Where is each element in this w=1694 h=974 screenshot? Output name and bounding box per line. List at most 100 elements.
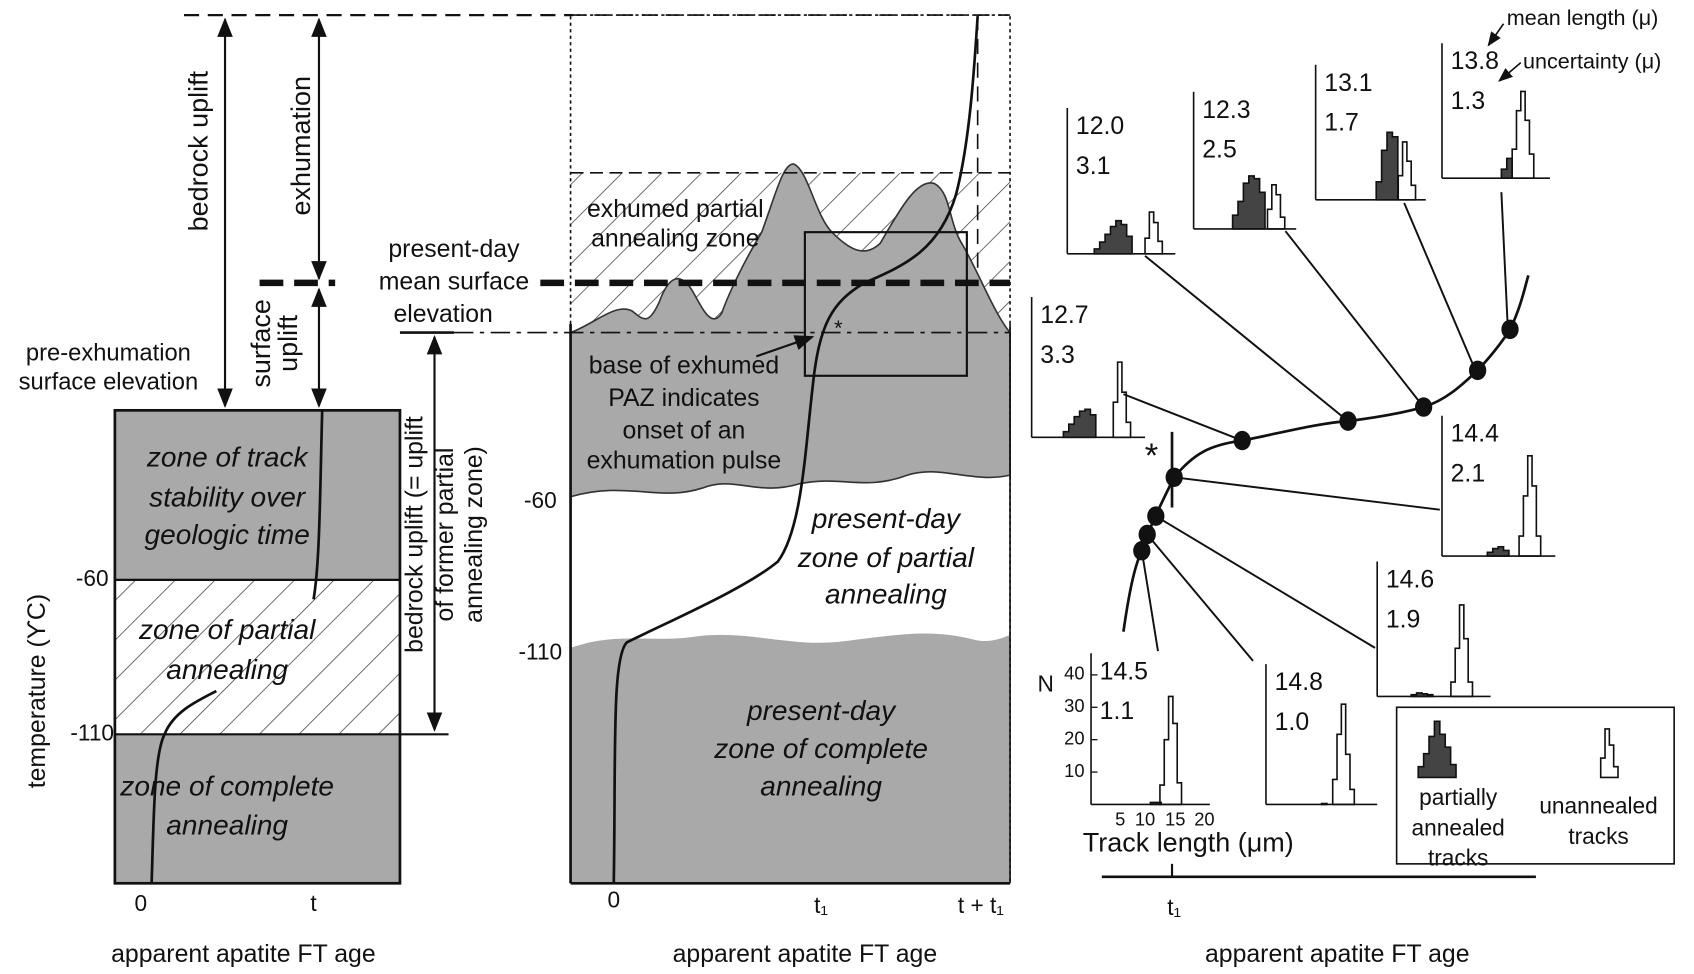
connector bbox=[1404, 203, 1475, 370]
label: 5 bbox=[1115, 809, 1125, 830]
filled-histogram bbox=[1418, 721, 1456, 777]
label: unannealed bbox=[1539, 793, 1657, 819]
label: 14.6 bbox=[1386, 567, 1434, 594]
label: 14.5 bbox=[1100, 658, 1148, 685]
label: mean surface bbox=[379, 268, 529, 295]
figure: bedrock upliftexhumationsurfaceupliftpre… bbox=[0, 0, 1694, 974]
label: zone of partial bbox=[138, 614, 316, 645]
connector bbox=[1142, 551, 1158, 651]
label: apparent apatite FT age bbox=[673, 941, 938, 968]
open-histogram bbox=[1512, 91, 1534, 178]
label: 3.3 bbox=[1040, 342, 1075, 369]
label: geologic time bbox=[145, 519, 310, 550]
label: 20 bbox=[1064, 728, 1084, 749]
label: annealing bbox=[166, 810, 288, 841]
label: 30 bbox=[1064, 695, 1084, 716]
filled-histogram bbox=[1376, 132, 1398, 199]
label: t bbox=[310, 890, 317, 916]
label: onset of an bbox=[623, 417, 746, 444]
label: -60 bbox=[76, 565, 109, 591]
label: 1.3 bbox=[1451, 88, 1486, 115]
label: zone of track bbox=[146, 441, 310, 472]
label: PAZ indicates bbox=[608, 385, 759, 412]
label: * bbox=[1145, 437, 1158, 475]
label: 13.8 bbox=[1451, 48, 1499, 75]
open-histogram bbox=[1113, 362, 1130, 437]
label: t₁ bbox=[814, 892, 828, 918]
label: 12.7 bbox=[1040, 302, 1088, 329]
label: * bbox=[834, 315, 843, 340]
label: annealed bbox=[1412, 814, 1505, 840]
label: exhumation pulse bbox=[587, 448, 782, 475]
label: zone of partial bbox=[797, 542, 975, 573]
label: -110 bbox=[518, 638, 562, 664]
label: present-day bbox=[388, 236, 520, 263]
filled-histogram bbox=[1233, 176, 1265, 229]
label: 10 bbox=[1135, 809, 1155, 830]
connector bbox=[1147, 535, 1253, 661]
label: zone of complete bbox=[119, 771, 334, 802]
label: exhumed partial bbox=[587, 196, 764, 223]
label: N bbox=[1037, 671, 1053, 697]
label: t₁ bbox=[1167, 894, 1181, 920]
arrow bbox=[1488, 24, 1503, 46]
label: 40 bbox=[1064, 663, 1084, 684]
label: bedrock uplift (= uplift bbox=[402, 416, 429, 653]
label: 3.1 bbox=[1076, 153, 1111, 180]
label: 12.3 bbox=[1202, 97, 1250, 124]
label: uncertainty (μ) bbox=[1523, 48, 1661, 73]
sample-point bbox=[1469, 361, 1486, 380]
open-histogram bbox=[1601, 729, 1618, 778]
label: apparent apatite FT age bbox=[1205, 941, 1470, 968]
label: 1.7 bbox=[1324, 110, 1359, 137]
label: uplift bbox=[273, 314, 303, 372]
label: apparent apatite FT age bbox=[111, 941, 376, 968]
sample-point bbox=[1147, 506, 1164, 525]
label: annealing zone) bbox=[461, 446, 488, 623]
label: temperature (ϒC) bbox=[24, 594, 51, 788]
open-histogram bbox=[1398, 142, 1415, 200]
label: exhumation bbox=[286, 76, 316, 216]
sample-point bbox=[1501, 320, 1518, 339]
connector bbox=[1285, 231, 1423, 407]
label: surface elevation bbox=[19, 369, 199, 396]
filled-histogram bbox=[1487, 547, 1509, 556]
filled-histogram bbox=[1094, 221, 1132, 254]
label: mean length (μ) bbox=[1507, 5, 1659, 30]
label: 1.9 bbox=[1386, 606, 1421, 633]
label: partially bbox=[1419, 784, 1498, 810]
page: {"left_panel":{ "bedrock_uplift":"bedroc… bbox=[0, 0, 1694, 974]
label: of former partial bbox=[432, 448, 459, 622]
label: -110 bbox=[70, 719, 114, 745]
open-histogram bbox=[1333, 704, 1355, 804]
sample-point bbox=[1234, 431, 1251, 450]
label: 1.0 bbox=[1275, 709, 1310, 736]
label: t + t₁ bbox=[958, 892, 1004, 918]
arrow bbox=[1499, 63, 1521, 81]
label: 10 bbox=[1064, 760, 1084, 781]
sample-point bbox=[1415, 397, 1432, 416]
label: annealing zone bbox=[591, 225, 759, 252]
open-histogram bbox=[1145, 212, 1162, 254]
label: present-day bbox=[746, 695, 897, 726]
label: annealing bbox=[760, 771, 882, 802]
label: present-day bbox=[811, 503, 962, 534]
label: annealing bbox=[166, 654, 288, 685]
label: elevation bbox=[393, 301, 492, 328]
connector bbox=[1174, 477, 1440, 509]
open-histogram bbox=[1160, 696, 1182, 804]
sample-point bbox=[1139, 525, 1156, 544]
label: 20 bbox=[1194, 809, 1214, 830]
label: 0 bbox=[607, 887, 620, 913]
filled-histogram bbox=[1063, 409, 1095, 437]
label: 2.5 bbox=[1202, 137, 1237, 164]
label: 2.1 bbox=[1451, 461, 1486, 488]
label: 14.4 bbox=[1451, 421, 1500, 448]
sample-point bbox=[1339, 411, 1356, 430]
label: 0 bbox=[134, 890, 147, 916]
connector bbox=[1501, 192, 1507, 329]
label: 13.1 bbox=[1324, 70, 1372, 97]
label: base of exhumed bbox=[589, 353, 779, 380]
label: 14.8 bbox=[1275, 669, 1323, 696]
label: Track length (μm) bbox=[1083, 828, 1294, 858]
